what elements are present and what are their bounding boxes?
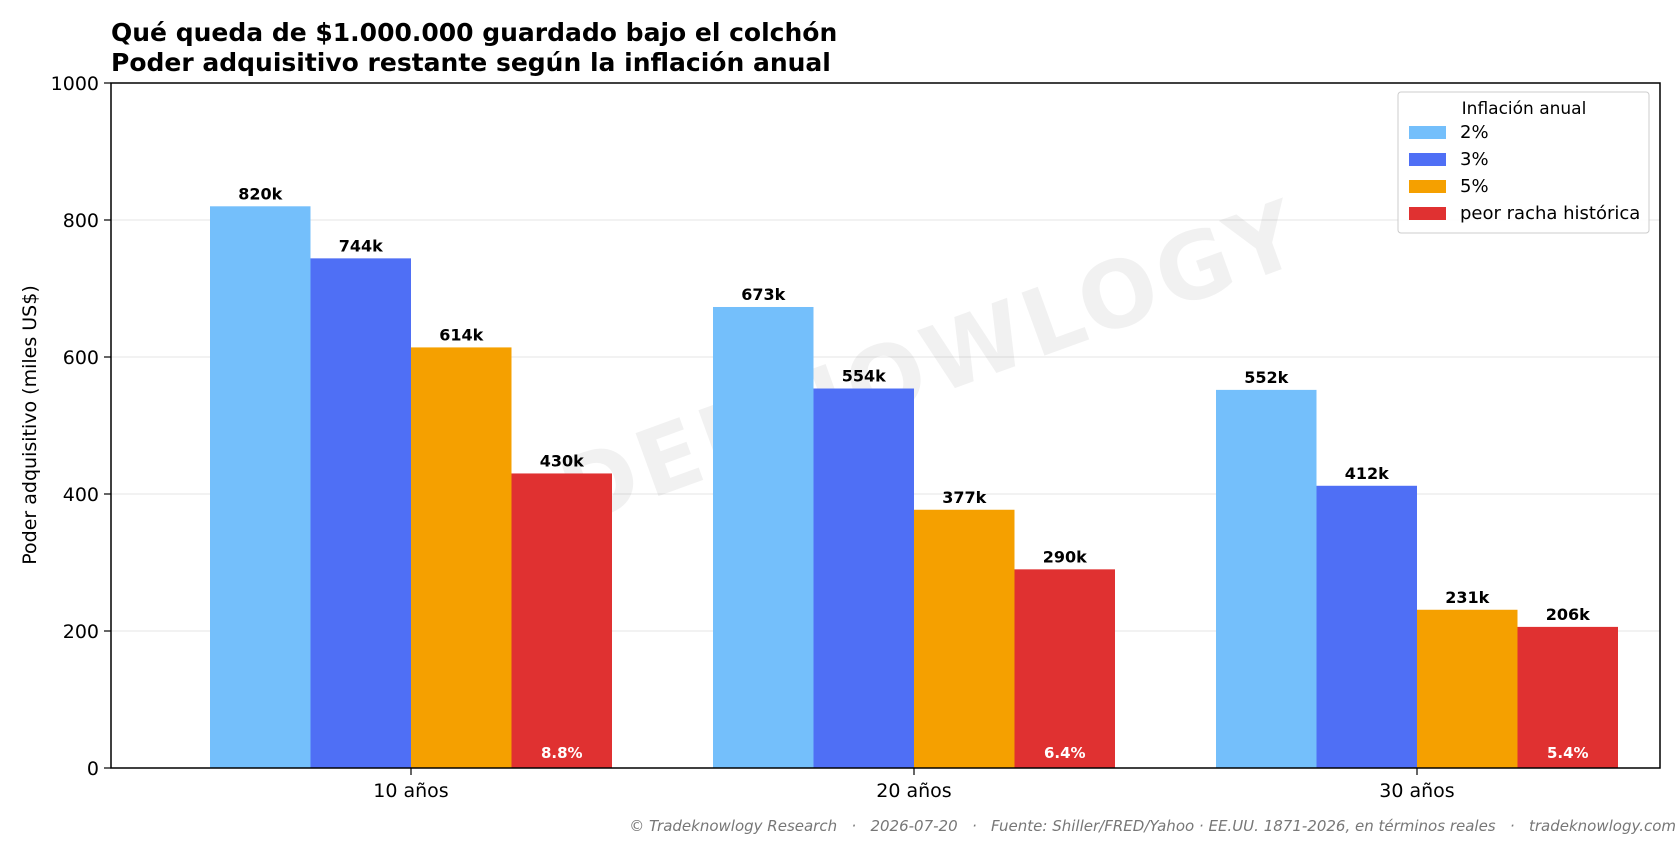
legend-swatch (1409, 153, 1446, 166)
bar (1316, 485, 1417, 768)
bar (713, 306, 814, 768)
bar (1517, 626, 1618, 768)
bar-inflation-label: 8.8% (541, 744, 583, 762)
bar (1014, 569, 1115, 768)
legend: Inflación anual 2% 3% 5% peor racha históri… (1397, 91, 1650, 234)
bar (310, 258, 411, 768)
bar (1216, 389, 1317, 768)
legend-swatch (1409, 207, 1446, 220)
bar-value-label: 554k (842, 367, 886, 386)
bar-labels-group: 820k 673k 552k 744k 554k 412k 614k 377k 231k 430k… (238, 184, 1590, 762)
x-tick-label: 30 años (1379, 780, 1454, 802)
legend-title: Inflación anual (1462, 99, 1587, 119)
legend-entry: peor racha histórica (1460, 203, 1640, 224)
y-tick-label: 800 (63, 210, 99, 232)
y-tick-label: 400 (63, 484, 99, 506)
x-tick-label: 10 años (373, 780, 448, 802)
bar (511, 473, 612, 768)
bar (411, 347, 512, 768)
y-tick-label: 600 (63, 347, 99, 369)
bar-value-label: 614k (439, 325, 483, 344)
bar-value-label: 290k (1043, 547, 1087, 566)
bar-value-label: 820k (238, 184, 282, 203)
bar-value-label: 206k (1546, 605, 1590, 624)
legend-box (1397, 91, 1650, 234)
x-tick-label: 20 años (876, 780, 951, 802)
footer-credits: © Tradeknowlogy Research · 2026-07-20 · … (629, 817, 1676, 835)
bar-value-label: 673k (741, 285, 785, 304)
bar-value-label: 552k (1244, 368, 1288, 387)
y-axis-label: Poder adquisitivo (miles US$) (19, 285, 41, 564)
bar-inflation-label: 6.4% (1044, 744, 1086, 762)
legend-swatch (1409, 126, 1446, 139)
bar (210, 206, 311, 769)
y-tick-label: 200 (63, 621, 99, 643)
plot-frame (110, 82, 1661, 769)
y-tick-label: 1000 (51, 73, 99, 95)
legend-entry: 5% (1460, 176, 1489, 197)
x-axis: 10 años 20 años 30 años (373, 768, 1455, 802)
chart-subtitle: Poder adquisitivo restante según la infl… (111, 48, 831, 77)
legend-entry: 2% (1460, 122, 1489, 143)
bar-value-label: 744k (339, 236, 383, 255)
bars-group (210, 206, 1618, 769)
legend-entry: 3% (1460, 149, 1489, 170)
bar (914, 509, 1015, 768)
bar-value-label: 231k (1445, 588, 1489, 607)
legend-swatch (1409, 180, 1446, 193)
bar-value-label: 430k (540, 451, 584, 470)
bar (1417, 609, 1518, 768)
bar-value-label: 412k (1345, 464, 1389, 483)
y-tick-label: 0 (87, 758, 99, 780)
bar (813, 388, 914, 768)
chart-title: Qué queda de $1.000.000 guardado bajo el… (111, 18, 837, 47)
y-axis: 0 200 400 600 800 1000 (51, 73, 111, 780)
bar-inflation-label: 5.4% (1547, 744, 1589, 762)
bar-value-label: 377k (942, 488, 986, 507)
